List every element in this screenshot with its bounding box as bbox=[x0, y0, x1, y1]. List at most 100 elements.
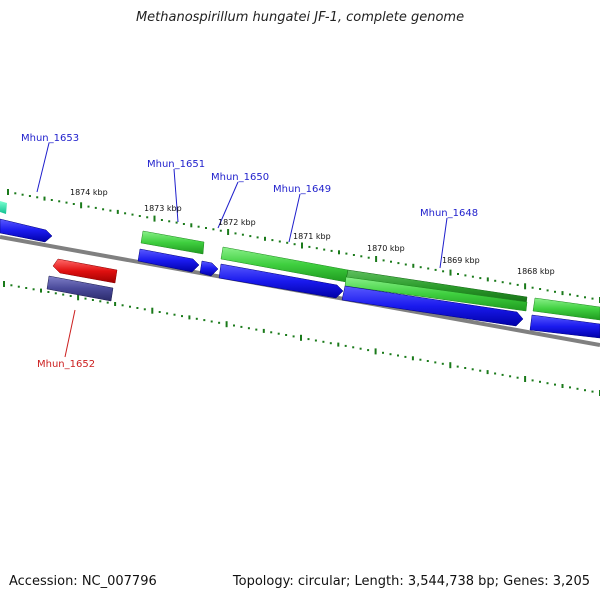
scale-tick bbox=[457, 273, 459, 275]
scale-tick bbox=[576, 387, 579, 390]
scale-tick bbox=[181, 315, 183, 318]
scale-tick bbox=[286, 241, 289, 244]
scale-tick bbox=[315, 247, 318, 250]
scale-tick bbox=[262, 328, 265, 333]
scale-tick bbox=[109, 209, 112, 212]
scale-tick bbox=[531, 286, 534, 289]
gene-feature[interactable] bbox=[0, 201, 7, 214]
scale-tick bbox=[166, 312, 169, 315]
scale-tick bbox=[442, 270, 445, 273]
scale-tick bbox=[124, 212, 127, 215]
scale-tick bbox=[337, 342, 340, 347]
scale-tick bbox=[203, 319, 206, 322]
scale-tick bbox=[233, 324, 235, 327]
scale-tick bbox=[151, 307, 154, 314]
scale-tick bbox=[323, 248, 326, 251]
gene-feature[interactable] bbox=[341, 285, 524, 327]
scale-tick bbox=[434, 268, 437, 271]
scale-tick bbox=[249, 235, 252, 238]
scale-tick bbox=[411, 356, 414, 361]
scale-tick bbox=[256, 236, 259, 239]
scale-tick bbox=[576, 294, 579, 297]
scale-tick bbox=[28, 195, 31, 197]
scale-tick bbox=[270, 331, 273, 334]
scale-tick bbox=[569, 293, 571, 296]
scale-tick bbox=[449, 362, 452, 369]
scale-tick bbox=[188, 315, 191, 320]
scale-tick bbox=[479, 369, 482, 372]
scale-tick bbox=[554, 290, 556, 293]
scale-tick bbox=[293, 243, 296, 246]
scale-tick bbox=[412, 263, 415, 268]
gene-label[interactable]: Mhun_1653 bbox=[21, 133, 79, 144]
scale-tick bbox=[50, 199, 53, 201]
scale-tick bbox=[175, 221, 178, 224]
scale-tick bbox=[456, 365, 459, 368]
scale-tick bbox=[561, 291, 564, 296]
scale-tick bbox=[87, 205, 90, 208]
scale-tick bbox=[449, 269, 452, 276]
scale-tick bbox=[360, 255, 363, 258]
scale-tick bbox=[114, 302, 117, 306]
scale-tick bbox=[278, 240, 281, 243]
scale-tick bbox=[58, 200, 61, 203]
gene-feature[interactable] bbox=[218, 263, 344, 299]
gene-label[interactable]: Mhun_1652 bbox=[37, 359, 95, 370]
gene-feature[interactable] bbox=[0, 218, 53, 243]
scale-tick bbox=[352, 254, 355, 256]
pseudo-gene-feature[interactable] bbox=[46, 275, 114, 302]
scale-tick bbox=[404, 355, 407, 358]
scale-tick bbox=[382, 351, 384, 354]
scale-label: 1871 kbp bbox=[293, 232, 331, 241]
gene-feature[interactable] bbox=[529, 314, 600, 339]
scale-tick bbox=[322, 340, 325, 343]
scale-tick bbox=[219, 229, 222, 232]
gene-feature[interactable] bbox=[140, 230, 205, 255]
scale-tick bbox=[561, 384, 564, 388]
scale-tick bbox=[486, 277, 489, 282]
scale-tick bbox=[54, 292, 57, 295]
gene-feature[interactable] bbox=[199, 260, 219, 277]
gene-label[interactable]: Mhun_1651 bbox=[147, 159, 205, 170]
scale-tick bbox=[21, 193, 24, 196]
scale-tick bbox=[65, 201, 68, 204]
gene-label[interactable]: Mhun_1650 bbox=[211, 172, 269, 183]
scale-tick bbox=[300, 334, 302, 341]
scale-tick bbox=[367, 256, 370, 259]
scale-tick bbox=[464, 367, 467, 369]
scale-tick bbox=[143, 308, 146, 311]
gene-feature[interactable] bbox=[532, 297, 600, 321]
scale-tick bbox=[210, 320, 213, 323]
scale-tick bbox=[554, 383, 556, 386]
scale-tick bbox=[285, 334, 288, 336]
scale-tick bbox=[3, 281, 5, 287]
scale-tick bbox=[509, 282, 512, 285]
scale-tick bbox=[99, 300, 102, 303]
scale-tick bbox=[182, 223, 185, 225]
scale-tick bbox=[195, 317, 198, 320]
scale-label: 1870 kbp bbox=[367, 244, 405, 253]
scale-tick bbox=[173, 313, 176, 316]
scale-tick bbox=[531, 379, 534, 382]
gene-feature[interactable] bbox=[344, 276, 528, 312]
gene-feature[interactable] bbox=[137, 248, 200, 273]
scale-tick bbox=[591, 390, 594, 393]
scale-tick bbox=[301, 242, 303, 249]
gene-label[interactable]: Mhun_1649 bbox=[273, 184, 331, 195]
scale-tick bbox=[241, 233, 244, 236]
gene-labels: Mhun_1653 Mhun_1651 Mhun_1650 Mhun_1649 … bbox=[21, 133, 478, 370]
scale-tick bbox=[116, 209, 119, 214]
scale-tick bbox=[404, 263, 407, 266]
scale-tick bbox=[397, 262, 400, 265]
scale-tick bbox=[584, 296, 586, 299]
scale-tick bbox=[43, 196, 46, 201]
scale-tick bbox=[330, 249, 333, 252]
scale-tick bbox=[292, 335, 295, 338]
scale-tick bbox=[367, 349, 370, 352]
scale-tick bbox=[569, 386, 571, 389]
scale-tick bbox=[234, 232, 237, 235]
scale-tick bbox=[314, 339, 317, 342]
rna-gene-feature[interactable] bbox=[52, 258, 118, 284]
gene-label[interactable]: Mhun_1648 bbox=[420, 208, 478, 219]
